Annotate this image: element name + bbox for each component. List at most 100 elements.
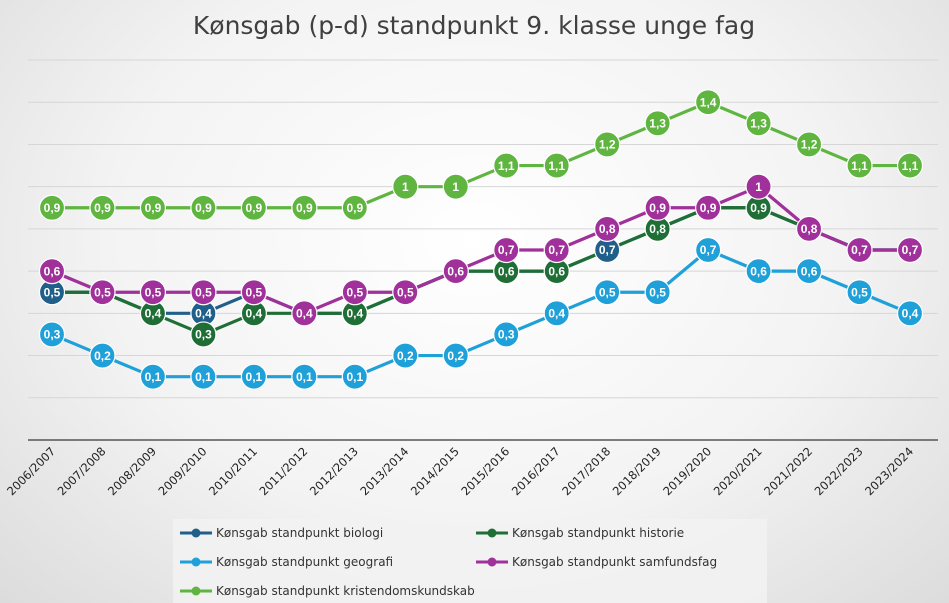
x-tick-label: 2014/2015 [408,444,462,498]
data-label: 0,7 [902,243,919,257]
data-point-marker [846,236,873,264]
data-point-marker [795,215,823,242]
data-point-marker [442,342,469,369]
data-label: 0,5 [195,285,212,299]
x-tick-label: 2015/2016 [458,444,512,498]
chart-title: Kønsgab (p-d) standpunkt 9. klasse unge … [193,11,755,40]
series-markers: 0,5 0,5 0,4 0,5 0,7 0,4 0,3 0,4 0,4 0,6 0,6 0,8 0,9 0… [38,89,924,390]
x-axis-tick-labels: 2006/20072007/20082008/20092009/20102010… [4,444,916,498]
data-label: 0,4 [346,307,363,321]
legend-box [173,519,767,603]
data-point-marker [644,194,671,221]
legend-swatch-marker [191,528,201,538]
data-label: 0,9 [94,201,111,215]
data-label: 1,3 [649,117,666,131]
data-point-marker [896,236,924,264]
data-label: 0,9 [346,201,363,215]
data-point-marker [695,236,722,264]
data-label: 0,5 [649,285,666,299]
data-label: 0,2 [447,349,464,363]
data-point-marker [594,131,621,158]
data-point-marker [846,279,873,306]
data-point-marker [139,363,167,390]
data-point-marker [493,236,520,264]
data-label: 0,4 [195,307,212,321]
legend-label: Kønsgab standpunkt historie [512,526,684,540]
data-label: 0,4 [548,307,565,321]
data-label: 0,5 [599,285,616,299]
data-point-marker [644,279,671,306]
data-point-marker [594,215,621,242]
data-point-marker [392,342,419,369]
data-point-marker [543,300,570,327]
data-point-marker [896,152,924,179]
data-label: 0,9 [246,201,263,215]
data-label: 0,1 [246,370,263,384]
data-point-marker [442,258,469,285]
data-label: 0,9 [649,201,666,215]
data-label: 0,2 [94,349,111,363]
data-label: 0,4 [246,307,263,321]
data-point-marker [745,173,772,200]
data-label: 0,6 [750,264,767,278]
x-tick-label: 2013/2014 [357,444,411,498]
data-point-marker [240,194,267,221]
data-label: 0,5 [246,285,263,299]
x-tick-label: 2022/2023 [812,444,866,498]
data-label: 0,5 [94,285,111,299]
series-lines [51,100,911,379]
x-tick-label: 2019/2020 [660,444,714,498]
data-point-marker [240,279,267,306]
data-point-marker [139,279,167,306]
series-line-4 [52,100,910,210]
data-label: 1,1 [498,159,515,173]
data-label: 0,2 [397,349,414,363]
x-tick-label: 2007/2008 [55,444,109,498]
data-point-marker [695,194,722,221]
data-label: 0,7 [498,243,515,257]
data-label: 0,3 [195,328,212,342]
data-point-marker [795,131,823,158]
data-label: 0,6 [801,264,818,278]
data-label: 0,7 [851,243,868,257]
data-point-marker [442,173,469,200]
data-point-marker [291,363,318,390]
data-label: 1,4 [700,95,717,109]
data-label: 1,2 [599,138,616,152]
data-label: 0,5 [346,285,363,299]
data-label: 1,1 [548,159,565,173]
data-label: 1 [402,180,409,194]
data-label: 0,1 [346,370,363,384]
data-label: 1 [452,180,459,194]
data-point-marker [543,236,570,264]
x-tick-label: 2010/2011 [206,444,260,498]
x-tick-label: 2011/2012 [256,444,310,498]
data-point-marker [341,363,368,390]
data-point-marker [846,152,873,179]
data-label: 0,5 [851,285,868,299]
data-label: 0,6 [44,264,61,278]
gridlines [28,59,938,441]
data-label: 0,9 [296,201,313,215]
x-tick-label: 2020/2021 [711,444,765,498]
data-point-marker [291,194,318,221]
data-label: 0,8 [801,222,818,236]
data-label: 0,4 [296,307,313,321]
data-point-marker [190,194,217,221]
data-label: 0,1 [195,370,212,384]
data-label: 0,6 [548,264,565,278]
x-tick-label: 2023/2024 [862,444,916,498]
data-point-marker [392,279,419,306]
legend-label: Kønsgab standpunkt geografi [216,555,393,569]
data-point-marker [745,110,772,137]
data-label: 1 [755,180,762,194]
data-label: 0,4 [902,307,919,321]
data-point-marker [896,300,924,327]
data-label: 0,9 [145,201,162,215]
data-point-marker [240,363,267,390]
legend-label: Kønsgab standpunkt samfundsfag [512,555,717,569]
data-label: 0,5 [44,285,61,299]
legend: Kønsgab standpunkt biologi Kønsgab standp… [180,526,717,598]
data-point-marker [594,279,621,306]
